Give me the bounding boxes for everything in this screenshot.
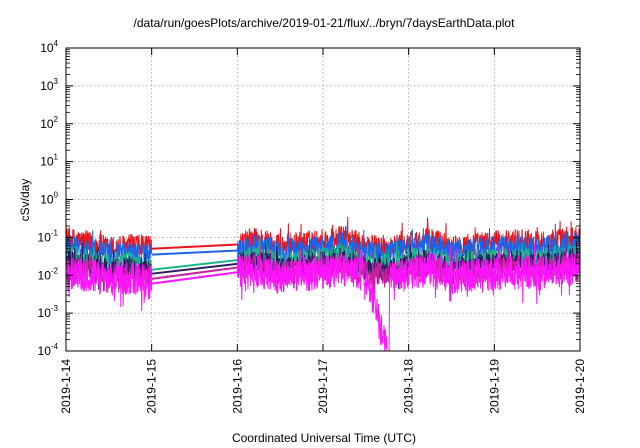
- series-group: [65, 216, 581, 352]
- y-tick-label: 103: [40, 77, 58, 93]
- y-tick-labels: 10-4 10-3 10-2 10-1 100 101 102 103 104: [38, 39, 59, 358]
- y-tick-label: 101: [40, 153, 58, 169]
- x-axis-label: Coordinated Universal Time (UTC): [232, 431, 416, 445]
- gap-connector-2: [151, 249, 238, 256]
- y-tick-label: 10-3: [38, 304, 59, 320]
- x-tick-label: 2019-1-17: [316, 359, 330, 414]
- y-tick-label: 100: [40, 191, 58, 207]
- x-tick-label: 2019-1-19: [487, 359, 501, 414]
- y-tick-label: 104: [40, 39, 58, 55]
- x-tick-label: 2019-1-18: [402, 359, 416, 414]
- gap-connector-1: [151, 243, 238, 250]
- y-tick-label: 10-2: [38, 266, 59, 282]
- series-line-6: [65, 240, 581, 352]
- x-tick-labels: 2019-1-14 2019-1-15 2019-1-16 2019-1-17 2019…: [59, 359, 587, 414]
- gap-connector-5: [151, 266, 238, 280]
- x-tick-label: 2019-1-14: [59, 359, 73, 414]
- y-tick-label: 102: [40, 115, 58, 131]
- y-axis-label: cSv/day: [18, 179, 32, 222]
- ticks: [65, 47, 581, 352]
- chart-title: /data/run/goesPlots/archive/2019-01-21/f…: [134, 16, 516, 30]
- gap-connector-4: [151, 262, 238, 275]
- y-tick-label: 10-1: [38, 228, 59, 244]
- gap-connector-3: [151, 259, 238, 271]
- x-tick-label: 2019-1-16: [230, 359, 244, 414]
- x-tick-label: 2019-1-15: [145, 359, 159, 414]
- x-tick-label: 2019-1-20: [573, 359, 587, 414]
- y-tick-label: 10-4: [38, 342, 59, 358]
- gap-connector-6: [151, 271, 238, 285]
